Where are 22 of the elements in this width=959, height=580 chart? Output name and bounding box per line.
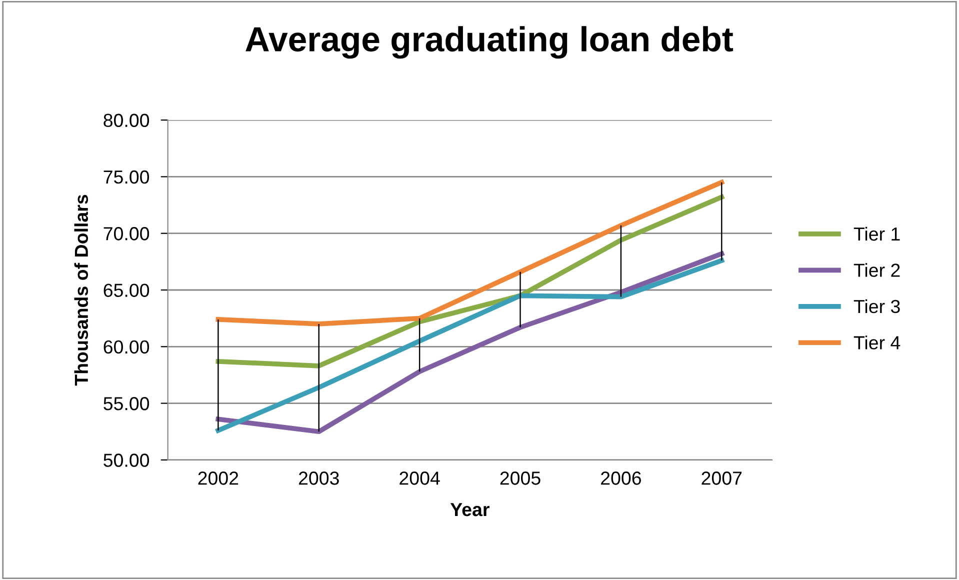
x-tick-label: 2002 — [198, 472, 238, 485]
x-axis-title: Year — [450, 503, 490, 516]
legend-label: Tier 4 — [854, 336, 900, 350]
y-tick-label: 50.00 — [104, 454, 150, 467]
y-tick-label: 60.00 — [104, 340, 150, 354]
y-tick-label: 80.00 — [104, 114, 150, 128]
legend-label: Tier 1 — [854, 226, 900, 241]
y-tick-label: 70.00 — [104, 227, 150, 240]
line-series — [216, 180, 724, 326]
x-tick-label: 2005 — [500, 472, 540, 485]
x-tick-label: 2007 — [702, 472, 742, 485]
x-tick-label: 2003 — [298, 472, 339, 485]
line-series — [216, 194, 724, 368]
x-tick-label: 2006 — [601, 472, 641, 485]
x-tick-label: 2004 — [400, 472, 440, 485]
y-axis-title: Thousands of Dollars — [74, 194, 88, 386]
legend-label: Tier 3 — [854, 299, 900, 314]
y-tick-label: 55.00 — [104, 396, 150, 410]
chart-title: Average graduating loan debt — [246, 26, 734, 59]
y-tick-label: 75.00 — [104, 170, 150, 184]
legend-label: Tier 2 — [854, 263, 900, 277]
y-tick-label: 65.00 — [104, 284, 150, 297]
